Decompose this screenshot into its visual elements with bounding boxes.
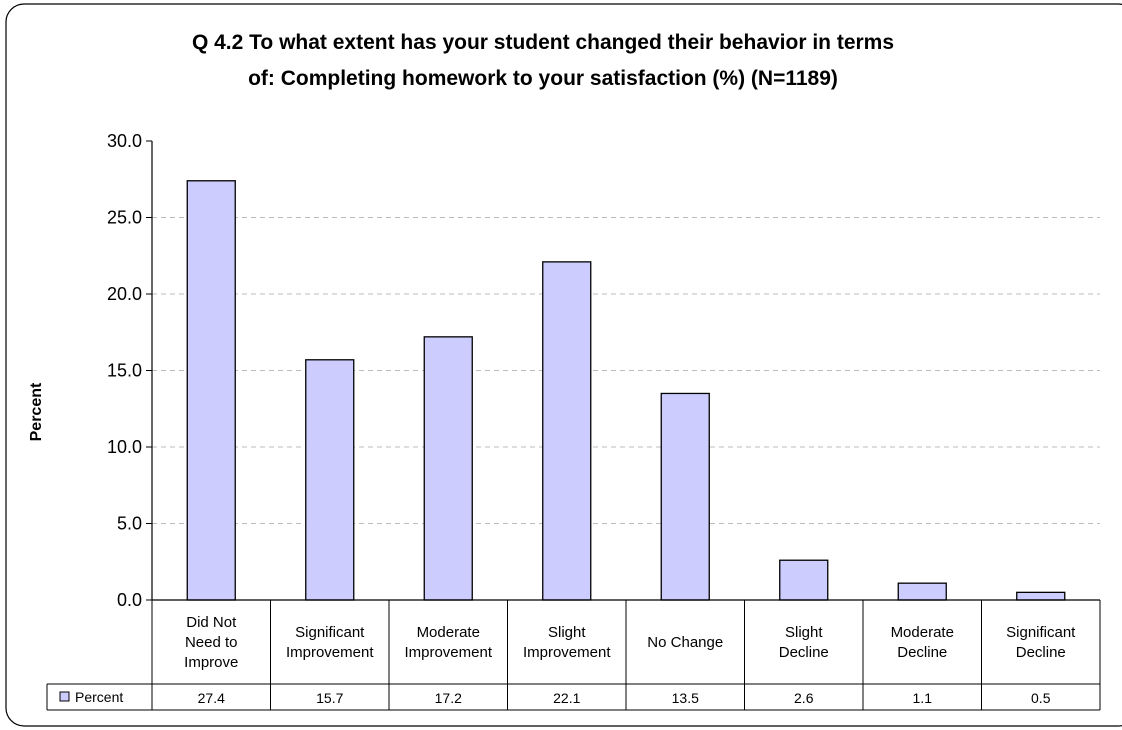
table-value-cell: 0.5 — [1031, 690, 1051, 706]
table-value-cell: 13.5 — [672, 690, 699, 706]
x-category-label: Significant — [295, 624, 365, 641]
table-value-cell: 27.4 — [198, 690, 225, 706]
x-category-label: Improvement — [404, 644, 492, 661]
table-value-cell: 22.1 — [553, 690, 580, 706]
bar — [898, 583, 946, 600]
x-category-label: Decline — [1016, 644, 1066, 661]
x-category-label: Improvement — [523, 644, 611, 661]
x-category-label: Slight — [548, 624, 586, 641]
y-tick-label: 15.0 — [107, 361, 142, 381]
table-value-cell: 1.1 — [913, 690, 933, 706]
chart-title-line-1: Q 4.2 To what extent has your student ch… — [192, 31, 894, 54]
y-tick-label: 5.0 — [117, 514, 142, 534]
bar — [306, 360, 354, 600]
x-category-label: Significant — [1006, 624, 1076, 641]
x-category-label: Improve — [184, 654, 238, 671]
legend-label: Percent — [75, 689, 123, 705]
y-axis-label: Percent — [28, 382, 45, 441]
bar — [780, 560, 828, 600]
x-category-label: Improvement — [286, 644, 374, 661]
y-tick-label: 20.0 — [107, 284, 142, 304]
x-category-label: Decline — [779, 644, 829, 661]
y-tick-label: 30.0 — [107, 131, 142, 151]
x-category-label: Decline — [897, 644, 947, 661]
x-category-label: Moderate — [891, 624, 954, 641]
y-tick-label: 0.0 — [117, 590, 142, 610]
bar — [661, 393, 709, 600]
table-value-cell: 15.7 — [316, 690, 343, 706]
x-category-label: Slight — [785, 624, 823, 641]
x-category-label: Need to — [185, 634, 238, 651]
x-category-label: Moderate — [417, 624, 480, 641]
y-tick-label: 10.0 — [107, 437, 142, 457]
bar — [1017, 592, 1065, 600]
x-category-label: No Change — [647, 634, 723, 651]
table-value-cell: 2.6 — [794, 690, 814, 706]
y-tick-label: 25.0 — [107, 208, 142, 228]
bar — [187, 181, 235, 600]
bar — [543, 262, 591, 600]
legend-swatch — [60, 692, 69, 701]
bar — [424, 337, 472, 600]
table-value-cell: 17.2 — [435, 690, 462, 706]
chart-title-line-2: of: Completing homework to your satisfac… — [248, 67, 838, 90]
x-category-label: Did Not — [186, 614, 237, 631]
